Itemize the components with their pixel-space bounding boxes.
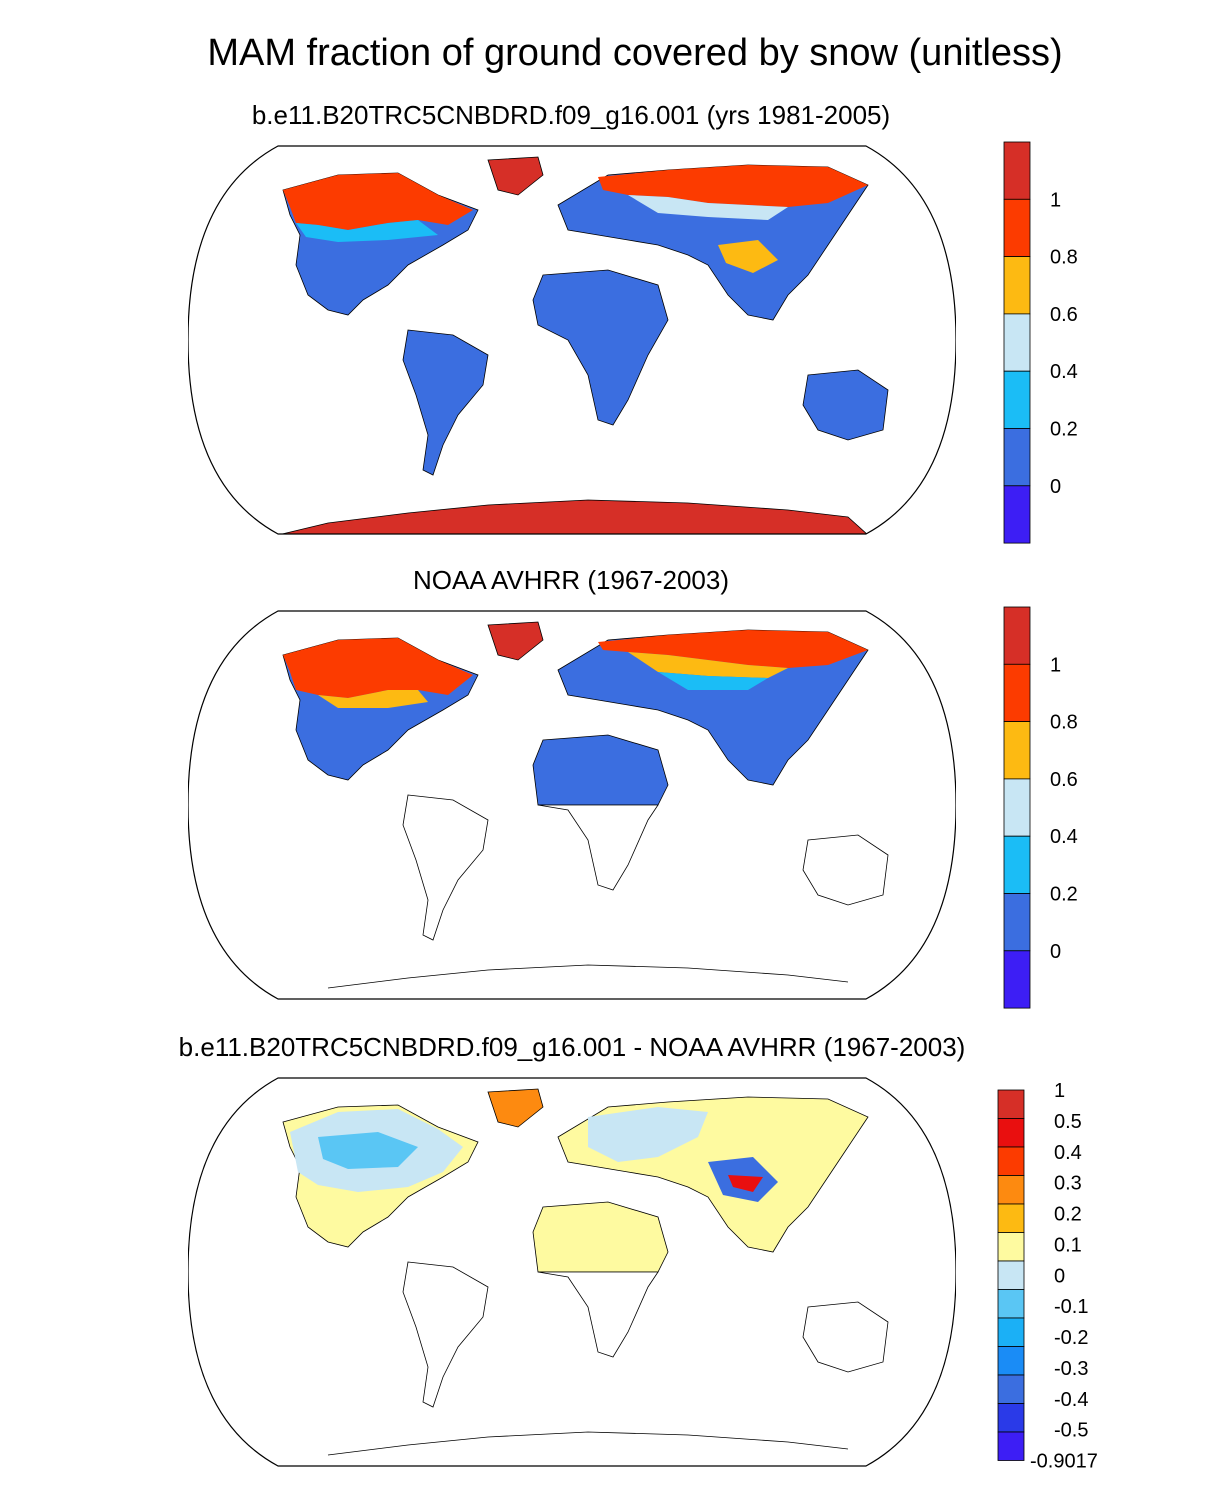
colorbar-label: -0.2 — [1054, 1327, 1088, 1349]
colorbar-label: 0.6 — [1050, 304, 1078, 326]
colorbar-label: 0.3 — [1054, 1173, 1082, 1195]
colorbar-label: -0.1 — [1054, 1296, 1088, 1318]
panel-3-africa-north — [532, 1201, 669, 1273]
panel-3-antarctica-outline — [327, 1431, 849, 1456]
panel-1-subtitle: b.e11.B20TRC5CNBDRD.f09_g16.001 (yrs 198… — [251, 100, 891, 130]
colorbar-swatch — [1003, 256, 1031, 315]
colorbar-label: 0 — [1050, 476, 1061, 498]
colorbar-swatch — [1003, 835, 1031, 894]
colorbar-label: -0.3 — [1054, 1358, 1088, 1380]
panel-3-colorbar: 1 0.5 0.4 0.3 0.2 0.1 0 -0.1 -0.2 -0.3 -0.4 -0.5 -0.… — [997, 1080, 1098, 1473]
panel-3-na-diff-blue — [318, 1132, 418, 1169]
colorbar-label: 0.8 — [1050, 712, 1078, 734]
panel-2-antarctica-outline — [327, 964, 849, 989]
panel-2-eurasia-snow-low — [658, 672, 768, 690]
panel-1-tibet — [718, 240, 778, 273]
colorbar-label: 0.2 — [1054, 1204, 1082, 1226]
colorbar-swatch — [997, 1118, 1025, 1148]
colorbar-swatch — [1003, 370, 1031, 429]
panel-3-australia-outline — [802, 1301, 889, 1373]
panel-2-na-snow-mid — [318, 690, 428, 708]
panel-1-australia — [802, 369, 889, 441]
colorbar-swatch — [997, 1146, 1025, 1176]
colorbar-swatch — [997, 1260, 1025, 1290]
panel-1-eurasia-snow — [598, 165, 868, 207]
panel-2-colorbar: 1 0.8 0.6 0.4 0.2 0 — [1003, 606, 1078, 1009]
panel-3-africa-south-outline — [537, 1271, 659, 1358]
panel-1-south-america — [402, 329, 489, 476]
figure-title: MAM fraction of ground covered by snow (… — [207, 32, 1063, 74]
colorbar-label: 0 — [1054, 1265, 1065, 1287]
panel-2-na-snow — [283, 638, 473, 698]
colorbar-swatch — [1003, 141, 1031, 200]
colorbar-swatch — [1003, 313, 1031, 372]
colorbar-swatch — [1003, 198, 1031, 257]
colorbar-swatch — [997, 1317, 1025, 1347]
colorbar-label: -0.4 — [1054, 1389, 1088, 1411]
panel-2-eurasia-snow-mid — [628, 652, 788, 678]
colorbar-label: 0.4 — [1054, 1142, 1082, 1164]
colorbar-swatch — [997, 1403, 1025, 1433]
panel-2-eurasia — [557, 629, 869, 786]
colorbar-label: 0.4 — [1050, 361, 1078, 383]
colorbar-label: 1 — [1050, 189, 1061, 211]
colorbar-swatch — [997, 1089, 1025, 1119]
panel-3-eurasia-diff — [588, 1107, 708, 1162]
colorbar-label: 1 — [1050, 654, 1061, 676]
panel-2-map — [188, 610, 956, 1000]
panel-1-colorbar: 1 0.8 0.6 0.4 0.2 0 — [1003, 141, 1078, 544]
colorbar-swatch — [997, 1374, 1025, 1404]
panel-3-tibet-diff-red — [728, 1175, 763, 1192]
panel-2-australia-outline — [802, 834, 889, 906]
panel-2-africa-north — [532, 734, 669, 806]
panel-1-na-snow — [283, 173, 473, 230]
colorbar-label: 1 — [1054, 1080, 1065, 1102]
colorbar-swatch — [997, 1203, 1025, 1233]
panel-3-map — [188, 1077, 956, 1467]
panel-1-greenland — [487, 156, 544, 196]
colorbar-swatch — [997, 1175, 1025, 1205]
colorbar-swatch — [997, 1289, 1025, 1319]
colorbar-label: 0.5 — [1054, 1111, 1082, 1133]
colorbar-swatch — [1003, 778, 1031, 837]
panel-1-africa — [532, 269, 669, 426]
colorbar-swatch — [997, 1346, 1025, 1376]
colorbar-label: 0.2 — [1050, 884, 1078, 906]
colorbar-swatch — [1003, 950, 1031, 1009]
colorbar-label: 0.2 — [1050, 419, 1078, 441]
colorbar-swatch — [1003, 721, 1031, 780]
colorbar-swatch — [1003, 606, 1031, 665]
panel-2-greenland — [487, 621, 544, 661]
colorbar-label: 0.8 — [1050, 247, 1078, 269]
panel-1-eurasia-snow-mid — [628, 195, 788, 220]
colorbar-swatch — [1003, 485, 1031, 544]
panel-2-subtitle: NOAA AVHRR (1967-2003) — [413, 565, 729, 595]
panel-1-map — [188, 145, 956, 535]
panel-3-subtitle: b.e11.B20TRC5CNBDRD.f09_g16.001 - NOAA A… — [178, 1032, 966, 1062]
colorbar-swatch — [1003, 893, 1031, 952]
colorbar-swatch — [1003, 428, 1031, 487]
colorbar-label: 0.4 — [1050, 826, 1078, 848]
panel-3-greenland — [487, 1088, 544, 1128]
colorbar-swatch — [997, 1431, 1025, 1461]
colorbar-label: 0.6 — [1050, 769, 1078, 791]
colorbar-label: 0 — [1050, 941, 1061, 963]
panel-2-africa-south-outline — [537, 804, 659, 891]
colorbar-swatch — [997, 1232, 1025, 1262]
panel-2-eurasia-snow — [598, 630, 868, 668]
colorbar-label: 0.1 — [1054, 1234, 1082, 1256]
panel-1-antarctica — [277, 499, 870, 534]
colorbar-label: -0.9017 — [1030, 1451, 1098, 1473]
panel-1-na-snow-mid — [296, 220, 438, 242]
panel-2-south-america-outline — [402, 794, 489, 941]
colorbar-label: -0.5 — [1054, 1420, 1088, 1442]
panel-3-south-america-outline — [402, 1261, 489, 1408]
colorbar-swatch — [1003, 663, 1031, 722]
